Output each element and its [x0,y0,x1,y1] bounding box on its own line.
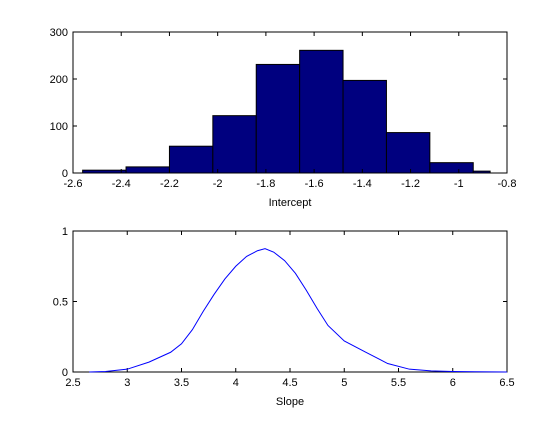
hist-bar [168,145,214,174]
hist-bar [212,115,257,174]
hist-xlabel: Intercept [269,197,312,209]
line-ytick-label: 1 [62,226,68,238]
hist-xtick-label: -2.4 [112,178,131,190]
line-xtick-label: 4 [233,377,239,389]
line-xtick-label: 5 [341,377,347,389]
hist-xtick-label: -1 [454,178,464,190]
hist-ytick-label: 300 [50,27,68,39]
hist-xtick-label: -2 [213,178,223,190]
hist-xtick-label: -1.8 [256,178,275,190]
line-xtick-label: 4.5 [282,377,297,389]
line-xtick-label: 3 [124,377,130,389]
line-xlabel: Slope [276,396,304,408]
hist-bars [82,49,491,174]
line-xtick-label: 6 [450,377,456,389]
hist-xtick-label: -2.2 [160,178,179,190]
density-line [89,248,508,373]
line-axes-frame [72,230,508,373]
hist-xtick-label: -1.4 [353,178,372,190]
hist-bar [255,63,301,174]
hist-xtick-label: -2.6 [64,178,83,190]
hist-xtick-label: -1.6 [305,178,324,190]
hist-bar [299,49,344,174]
line-xtick-label: 5.5 [391,377,406,389]
hist-axes-frame [72,31,508,174]
line-ytick-label: 0 [62,367,68,379]
hist-ytick-label: 0 [62,168,68,180]
line-xtick-label: 6.5 [499,377,514,389]
density-panel: 2.5 3 3.5 4 4.5 5 5.5 6 6.5 0 0.5 1 Slope [53,226,515,408]
hist-bar [342,79,387,174]
hist-ytick-label: 100 [50,121,68,133]
line-xtick-label: 2.5 [65,377,80,389]
hist-xtick-label: -0.8 [498,178,517,190]
line-xtick-label: 3.5 [174,377,189,389]
hist-bar [125,166,170,174]
line-ytick-label: 0.5 [53,297,68,309]
histogram-panel: -2.6 -2.4 -2.2 -2 -1.8 -1.6 -1.4 -1.2 -1 -0.8 0 100… [50,27,517,209]
hist-ytick-label: 200 [50,74,68,86]
hist-bar [429,162,474,174]
hist-bar [385,132,431,174]
hist-xtick-label: -1.2 [401,178,420,190]
